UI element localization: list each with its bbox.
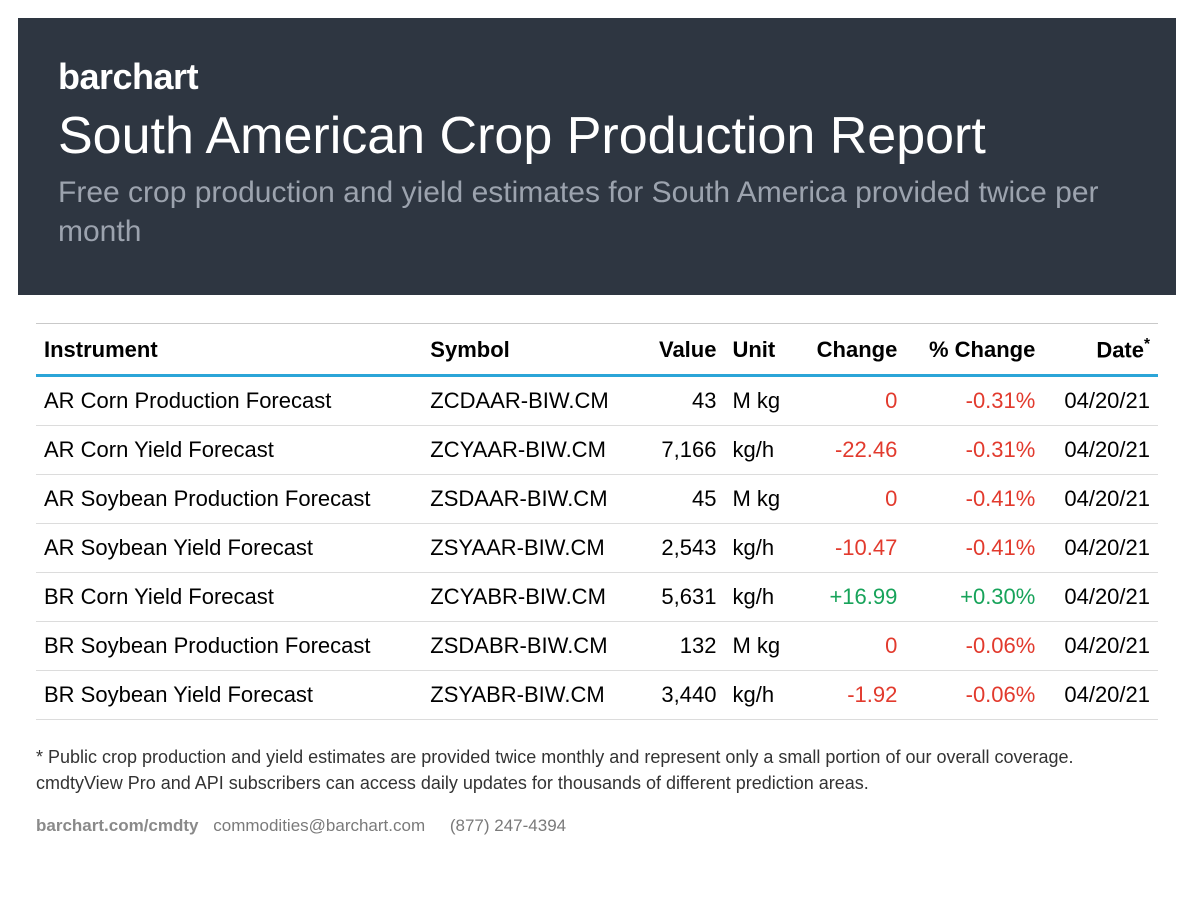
col-header: Symbol [422, 324, 641, 375]
table-row: AR Corn Production ForecastZCDAAR-BIW.CM… [36, 375, 1158, 425]
cell-date: 04/20/21 [1043, 375, 1158, 425]
cell-date: 04/20/21 [1043, 474, 1158, 523]
report-header: barchart South American Crop Production … [18, 18, 1176, 295]
cell-change: -22.46 [796, 425, 905, 474]
cell-change: 0 [796, 375, 905, 425]
table-row: BR Soybean Yield ForecastZSYABR-BIW.CM3,… [36, 670, 1158, 719]
col-header: Change [796, 324, 905, 375]
table-row: AR Soybean Production ForecastZSDAAR-BIW… [36, 474, 1158, 523]
cell-unit: kg/h [724, 523, 796, 572]
cell-date: 04/20/21 [1043, 572, 1158, 621]
table-row: BR Corn Yield ForecastZCYABR-BIW.CM5,631… [36, 572, 1158, 621]
data-table-container: InstrumentSymbolValueUnitChange% ChangeD… [18, 323, 1176, 719]
cell-pct-change: -0.06% [905, 670, 1043, 719]
cell-unit: kg/h [724, 425, 796, 474]
crop-data-table: InstrumentSymbolValueUnitChange% ChangeD… [36, 323, 1158, 719]
cell-date: 04/20/21 [1043, 621, 1158, 670]
cell-symbol: ZSDABR-BIW.CM [422, 621, 641, 670]
cell-pct-change: -0.31% [905, 375, 1043, 425]
col-header: Value [642, 324, 725, 375]
cell-instrument: BR Soybean Production Forecast [36, 621, 422, 670]
cell-unit: M kg [724, 375, 796, 425]
cell-date: 04/20/21 [1043, 425, 1158, 474]
cell-symbol: ZCDAAR-BIW.CM [422, 375, 641, 425]
cell-value: 3,440 [642, 670, 725, 719]
footer-email: commodities@barchart.com [213, 816, 425, 835]
col-header: Unit [724, 324, 796, 375]
cell-value: 43 [642, 375, 725, 425]
cell-symbol: ZSYABR-BIW.CM [422, 670, 641, 719]
footer-site: barchart.com/cmdty [36, 816, 199, 835]
cell-instrument: BR Corn Yield Forecast [36, 572, 422, 621]
cell-instrument: BR Soybean Yield Forecast [36, 670, 422, 719]
brand-logo: barchart [58, 56, 1136, 98]
cell-change: 0 [796, 621, 905, 670]
cell-date: 04/20/21 [1043, 670, 1158, 719]
cell-value: 45 [642, 474, 725, 523]
cell-instrument: AR Soybean Production Forecast [36, 474, 422, 523]
cell-instrument: AR Soybean Yield Forecast [36, 523, 422, 572]
cell-symbol: ZCYAAR-BIW.CM [422, 425, 641, 474]
cell-unit: M kg [724, 621, 796, 670]
cell-symbol: ZCYABR-BIW.CM [422, 572, 641, 621]
cell-pct-change: -0.41% [905, 474, 1043, 523]
cell-change: 0 [796, 474, 905, 523]
cell-value: 5,631 [642, 572, 725, 621]
cell-date: 04/20/21 [1043, 523, 1158, 572]
footer-phone: (877) 247-4394 [450, 816, 566, 835]
table-row: AR Soybean Yield ForecastZSYAAR-BIW.CM2,… [36, 523, 1158, 572]
cell-unit: M kg [724, 474, 796, 523]
table-row: AR Corn Yield ForecastZCYAAR-BIW.CM7,166… [36, 425, 1158, 474]
footer: barchart.com/cmdty commodities@barchart.… [18, 816, 1176, 836]
cell-pct-change: -0.06% [905, 621, 1043, 670]
cell-pct-change: -0.31% [905, 425, 1043, 474]
cell-symbol: ZSDAAR-BIW.CM [422, 474, 641, 523]
report-title: South American Crop Production Report [58, 108, 1136, 165]
cell-unit: kg/h [724, 572, 796, 621]
col-header: Instrument [36, 324, 422, 375]
cell-change: -1.92 [796, 670, 905, 719]
cell-pct-change: -0.41% [905, 523, 1043, 572]
col-header: Date* [1043, 324, 1158, 375]
cell-unit: kg/h [724, 670, 796, 719]
cell-value: 2,543 [642, 523, 725, 572]
cell-change: +16.99 [796, 572, 905, 621]
footnote-text: * Public crop production and yield estim… [18, 744, 1176, 796]
cell-instrument: AR Corn Yield Forecast [36, 425, 422, 474]
report-subtitle: Free crop production and yield estimates… [58, 173, 1136, 251]
cell-change: -10.47 [796, 523, 905, 572]
cell-instrument: AR Corn Production Forecast [36, 375, 422, 425]
table-row: BR Soybean Production ForecastZSDABR-BIW… [36, 621, 1158, 670]
cell-pct-change: +0.30% [905, 572, 1043, 621]
table-body: AR Corn Production ForecastZCDAAR-BIW.CM… [36, 375, 1158, 719]
table-header-row: InstrumentSymbolValueUnitChange% ChangeD… [36, 324, 1158, 375]
cell-value: 7,166 [642, 425, 725, 474]
col-header: % Change [905, 324, 1043, 375]
cell-value: 132 [642, 621, 725, 670]
cell-symbol: ZSYAAR-BIW.CM [422, 523, 641, 572]
